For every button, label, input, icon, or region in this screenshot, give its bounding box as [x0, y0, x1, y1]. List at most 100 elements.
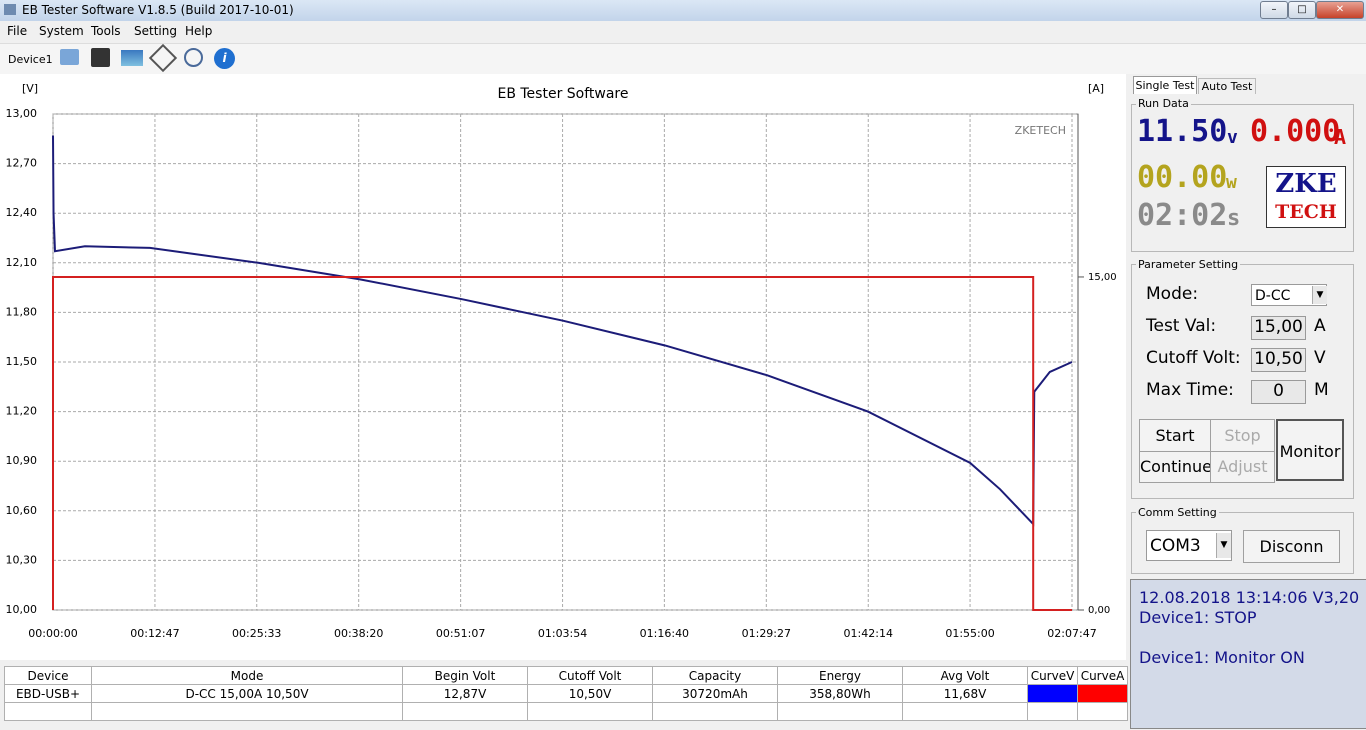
open-icon[interactable] [60, 49, 79, 65]
x-tick-label: 00:38:20 [334, 627, 383, 640]
maximize-button[interactable]: □ [1288, 1, 1316, 19]
header-cell: Energy [777, 666, 903, 685]
cell: D-CC 15,00A 10,50V [91, 684, 403, 703]
search-icon[interactable] [184, 48, 203, 67]
dropdown-arrow[interactable]: ▼ [1216, 533, 1231, 558]
cell: 30720mAh [652, 684, 778, 703]
start-button[interactable]: Start [1139, 419, 1211, 452]
empty-row [4, 702, 1128, 721]
cell: 11,68V [902, 684, 1028, 703]
max-time-input[interactable]: 0 [1251, 380, 1306, 404]
test-input[interactable]: 15,00 [1251, 316, 1306, 340]
toolbar: Device1 i [0, 43, 1366, 74]
x-tick-label: 00:51:07 [436, 627, 485, 640]
logo: ZKE TECH [1266, 166, 1346, 228]
group-title: Parameter Setting [1136, 258, 1241, 271]
menu-item[interactable]: File [7, 24, 28, 38]
menu-item[interactable]: Setting [134, 24, 177, 38]
y-tick-label: 10,90 [6, 454, 38, 467]
table-wrap: Device Mode Begin Volt Cutoff Volt Capac… [4, 666, 1128, 721]
header-cell: Cutoff Volt [527, 666, 653, 685]
y-tick-label: 10,00 [6, 603, 38, 616]
watermark: ZKETECH [1015, 124, 1066, 137]
tab[interactable]: Single Test [1133, 76, 1197, 94]
y-axis-label: [V] [22, 82, 38, 95]
header-cell: Mode [91, 666, 403, 685]
x-tick-label: 01:16:40 [640, 627, 689, 640]
tools-icon[interactable] [148, 43, 178, 73]
close-button[interactable]: ✕ [1316, 1, 1364, 19]
cutoff-unit: V [1314, 348, 1326, 368]
test-unit: A [1314, 316, 1326, 336]
power-display: 00.00 [1137, 160, 1228, 195]
dropdown-arrow[interactable]: ▼ [1312, 286, 1327, 304]
chart-icon[interactable] [121, 50, 143, 66]
logo-top: ZKE [1275, 169, 1337, 199]
adjust-button[interactable]: Adjust [1210, 451, 1275, 483]
menu-item[interactable]: Help [185, 24, 213, 38]
x-tick-label: 01:03:54 [538, 627, 587, 640]
app-icon [4, 4, 16, 15]
current-display: 0.000 [1250, 114, 1341, 149]
status-line: 12.08.2018 13:14:06 V3,20 [1139, 588, 1360, 607]
data-row[interactable]: EBD-USB+ D-CC 15,00A 10,50V 12,87V 10,50… [4, 684, 1128, 703]
curve-a-color[interactable] [1077, 684, 1128, 703]
y2-tick-label: 15,00 [1088, 272, 1117, 283]
curve-v-color[interactable] [1027, 684, 1078, 703]
y-tick-label: 10,60 [6, 504, 38, 517]
y-tick-label: 13,00 [6, 107, 38, 120]
header-cell: Capacity [652, 666, 778, 685]
x-tick-label: 00:12:47 [130, 627, 179, 640]
device-label: Device1 [8, 53, 53, 66]
chart-title: EB Tester Software [497, 86, 628, 102]
tab[interactable]: Auto Test [1198, 78, 1256, 94]
y-tick-label: 12,40 [6, 206, 38, 219]
info-icon[interactable]: i [214, 48, 235, 69]
continue-button[interactable]: Continue [1139, 451, 1212, 483]
cell: 358,80Wh [777, 684, 903, 703]
x-tick-label: 02:07:47 [1047, 627, 1096, 640]
x-tick-label: 01:42:14 [844, 627, 893, 640]
y-tick-label: 11,50 [6, 355, 38, 368]
x-tick-label: 00:25:33 [232, 627, 281, 640]
menu-item[interactable]: System [39, 24, 84, 38]
y-tick-label: 12,10 [6, 256, 38, 269]
voltage-unit: v [1227, 127, 1238, 148]
mode-select[interactable]: D-CC [1251, 284, 1327, 306]
title-bar: EB Tester Software V1.8.5 (Build 2017-10… [0, 0, 1366, 21]
menu-item[interactable]: Tools [91, 24, 121, 38]
stop-button[interactable]: Stop [1210, 419, 1275, 452]
run-data-group [1131, 104, 1354, 252]
logo-bottom: TECH [1275, 201, 1337, 223]
save-icon[interactable] [91, 48, 110, 67]
power-unit: w [1226, 172, 1237, 193]
header-cell: CurveV [1027, 666, 1078, 685]
status-line: Device1: STOP [1139, 608, 1257, 627]
x-tick-label: 00:00:00 [28, 627, 77, 640]
header-cell: CurveA [1077, 666, 1128, 685]
comm-group [1131, 512, 1354, 574]
parameter-group [1131, 264, 1354, 499]
header-cell: Avg Volt [902, 666, 1028, 685]
status-line: Device1: Monitor ON [1139, 648, 1305, 667]
y2-tick-label: 0,00 [1088, 605, 1110, 616]
current-unit: A [1334, 125, 1347, 149]
y-tick-label: 12,70 [6, 157, 38, 170]
data-line [52, 275, 1072, 611]
monitor-button[interactable]: Monitor [1276, 419, 1344, 481]
cell: 12,87V [402, 684, 528, 703]
disconnect-button[interactable]: Disconn [1243, 530, 1340, 563]
max-time-unit: M [1314, 380, 1329, 400]
minimize-button[interactable]: – [1260, 1, 1288, 19]
cutoff-label: Cutoff Volt: [1146, 348, 1241, 368]
y2-axis-label: [A] [1088, 82, 1104, 95]
voltage-display: 11.50 [1137, 114, 1228, 149]
cutoff-input[interactable]: 10,50 [1251, 348, 1306, 372]
group-title: Run Data [1136, 97, 1191, 110]
window-title: EB Tester Software V1.8.5 (Build 2017-10… [22, 3, 294, 17]
time-display: 02:02 [1137, 198, 1228, 233]
y-tick-label: 11,80 [6, 305, 38, 318]
time-unit: s [1227, 206, 1241, 231]
x-tick-label: 01:29:27 [742, 627, 791, 640]
